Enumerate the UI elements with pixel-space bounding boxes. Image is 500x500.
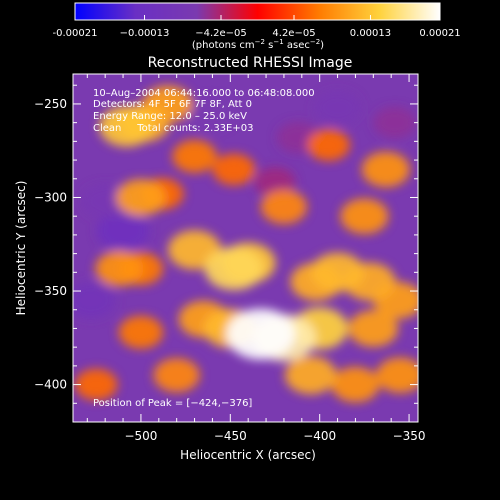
emission-source: [74, 368, 118, 401]
emission-source: [172, 139, 217, 173]
negative-region: [82, 184, 129, 219]
colorbar-units-label: (photons cm−2 s−1 asec−2): [192, 38, 324, 51]
emission-source: [307, 129, 350, 161]
negative-region: [73, 282, 116, 319]
emission-source: [226, 308, 296, 360]
emission-source: [260, 189, 308, 224]
colorbar-tick-label: −0.00013: [120, 28, 170, 39]
y-tick-label: −250: [34, 97, 67, 111]
emission-source: [340, 198, 389, 234]
emission-source: [95, 250, 144, 287]
colorbar: -0.00021 −0.00013 −4.2e−05 4.2e−05 0.00013 0.…: [53, 2, 461, 51]
negative-region: [373, 106, 417, 139]
plot-frame: [72, 73, 419, 423]
colorbar-tick-label: −4.2e−05: [195, 28, 247, 39]
axis-ticks: −500 −450 −400 −350 −250 −300 −350 −400: [34, 74, 426, 443]
x-axis-label: Heliocentric X (arcsec): [180, 448, 316, 462]
emission-source: [285, 356, 337, 395]
image-annotations: 10–Aug–2004 06:44:16.000 to 06:48:08.000…: [93, 88, 315, 409]
image-plot-area: −500 −450 −400 −350 −250 −300 −350 −400: [34, 73, 426, 443]
intensity-map: [73, 85, 418, 403]
emission-source: [153, 358, 200, 393]
time-range-text: 10–Aug–2004 06:44:16.000 to 06:48:08.000: [93, 88, 315, 99]
emission-source: [331, 366, 380, 403]
colorbar-tick-label: -0.00021: [53, 28, 98, 39]
energy-range-text: Energy Range: 12.0 – 25.0 keV: [93, 111, 247, 122]
emission-source: [212, 153, 256, 186]
y-tick-label: −350: [34, 284, 67, 298]
colorbar-tick-label: 0.00013: [350, 28, 391, 39]
emission-source: [376, 357, 418, 393]
emission-source: [99, 106, 155, 147]
peak-position-text: Position of Peak = [−424,−376]: [93, 398, 252, 409]
colorbar-strip: [74, 2, 441, 21]
colorbar-tick-label: 0.00021: [419, 28, 460, 39]
chart-title: Reconstructed RHESSI Image: [148, 55, 353, 71]
colorbar-ticks: -0.00021 −0.00013 −4.2e−05 4.2e−05 0.00013 0.…: [53, 15, 461, 39]
x-tick-label: −450: [214, 429, 247, 443]
emission-source: [118, 315, 164, 349]
emission-source: [361, 151, 410, 188]
detectors-text: Detectors: 4F 5F 6F 7F 8F, Att 0: [93, 99, 252, 110]
emission-source: [204, 246, 264, 291]
negative-region: [314, 90, 361, 125]
emission-source: [116, 179, 166, 216]
y-tick-label: −300: [34, 190, 67, 204]
clean-counts-text: Clean Total counts: 2.33E+03: [93, 123, 253, 134]
negative-region: [190, 96, 235, 130]
emission-source: [310, 252, 365, 292]
y-axis-label: Heliocentric Y (arcsec): [14, 181, 28, 316]
colorbar-tick-label: 4.2e−05: [272, 28, 315, 39]
emission-source: [348, 310, 399, 347]
y-tick-label: −400: [34, 378, 67, 392]
negative-region: [96, 211, 150, 251]
x-tick-label: −350: [393, 429, 426, 443]
x-tick-label: −500: [124, 429, 157, 443]
x-tick-label: −400: [303, 429, 336, 443]
